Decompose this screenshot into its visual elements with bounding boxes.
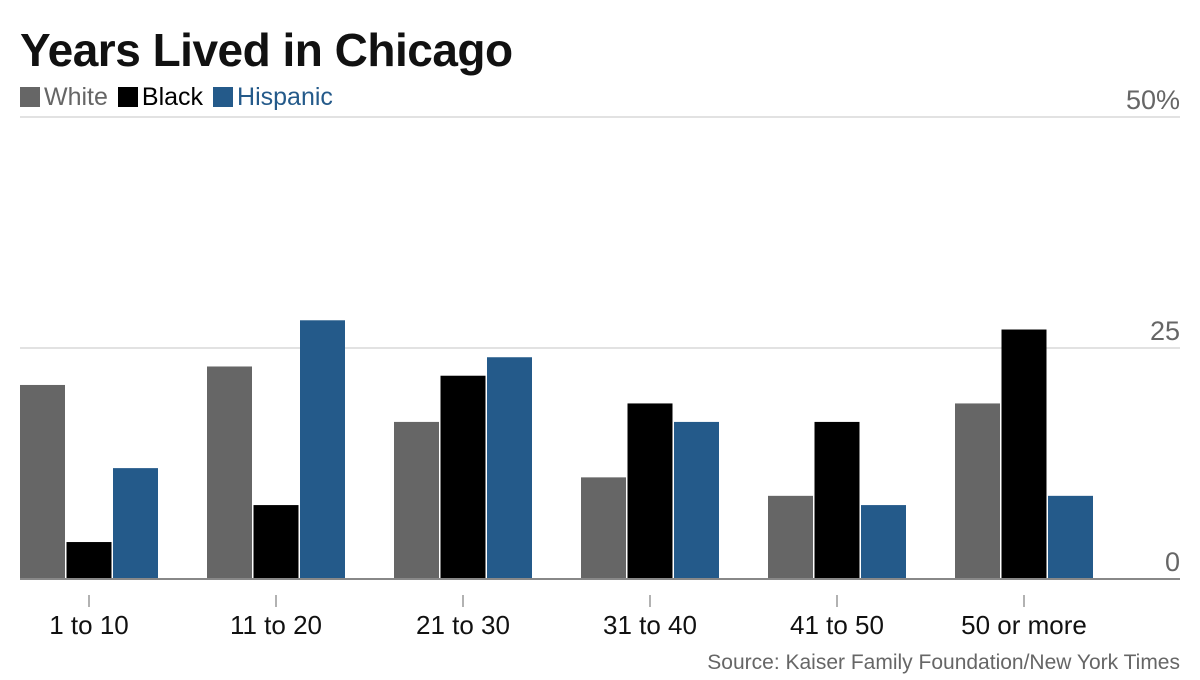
bar-white-4	[581, 477, 626, 579]
bar-hispanic-6	[1048, 495, 1093, 579]
x-tick-label: 31 to 40	[603, 610, 697, 640]
legend-item-white: White	[20, 82, 108, 112]
legend-swatch-black	[117, 87, 138, 107]
legend-label-white: White	[44, 83, 108, 111]
bar-white-6	[955, 403, 1000, 579]
y-tick-label: 0	[1165, 547, 1180, 577]
legend-item-black: Black	[117, 82, 204, 112]
bar-white-2	[207, 366, 252, 579]
x-tick-label: 1 to 10	[49, 610, 129, 640]
x-tick-label: 41 to 50	[790, 610, 884, 640]
x-tick-label: 11 to 20	[230, 610, 322, 640]
bar-black-3	[440, 375, 486, 579]
legend: White Black Hispanic	[20, 82, 343, 112]
bar-black-4	[627, 403, 673, 579]
bar-black-1	[66, 542, 112, 579]
bar-hispanic-2	[300, 320, 345, 579]
bar-hispanic-1	[113, 468, 158, 579]
bar-white-5	[768, 495, 813, 579]
bar-white-3	[394, 421, 439, 579]
legend-item-hispanic: Hispanic	[213, 82, 333, 112]
y-tick-label: 50%	[1126, 85, 1180, 115]
legend-swatch-hispanic	[213, 87, 234, 107]
x-tick-label: 21 to 30	[416, 610, 510, 640]
bar-hispanic-4	[674, 421, 719, 579]
legend-label-black: Black	[141, 83, 204, 111]
y-tick-label: 25	[1150, 316, 1180, 346]
legend-label-hispanic: Hispanic	[237, 83, 333, 111]
bar-black-5	[814, 421, 860, 579]
bar-black-6	[1001, 329, 1047, 579]
bar-hispanic-3	[487, 357, 532, 579]
bar-hispanic-5	[861, 505, 906, 579]
bar-white-1	[20, 384, 65, 579]
legend-swatch-white	[20, 87, 40, 107]
x-tick-label: 50 or more	[961, 610, 1087, 640]
chart-title: Years Lived in Chicago	[20, 24, 513, 76]
source-note: Source: Kaiser Family Foundation/New Yor…	[707, 651, 1180, 674]
bar-black-2	[253, 505, 299, 579]
